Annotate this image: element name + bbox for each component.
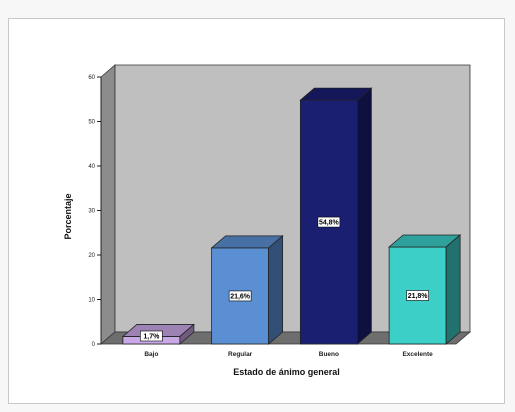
data-label: 54,8% [319, 220, 340, 227]
chart-frame: 0 10 20 30 40 50 60 Bajo Regular Bueno Excelente 1… [8, 18, 505, 404]
bar-excelente [388, 234, 462, 345]
x-tick-label: Excelente [402, 351, 433, 358]
x-axis-title: Estado de ánimo general [233, 367, 340, 377]
y-tick-label: 30 [88, 209, 95, 215]
data-label-box [317, 216, 341, 228]
y-tick-label: 0 [92, 342, 96, 348]
data-label-box [228, 290, 252, 302]
bar-bueno [299, 87, 373, 345]
y-tick-label: 40 [88, 164, 95, 170]
y-tick-label: 20 [88, 253, 95, 259]
bar-regular [210, 235, 284, 345]
data-label-box [406, 290, 429, 301]
bar-side [179, 323, 195, 345]
data-label: 1,7% [143, 334, 160, 341]
x-tick-label: Bajo [144, 351, 158, 358]
bar-chart: 0 10 20 30 40 50 60 Bajo Regular Bueno Excelente 1… [63, 64, 472, 377]
bar-side [356, 87, 372, 345]
x-tick-label: Regular [228, 351, 253, 358]
bar-side [445, 234, 461, 345]
x-tick-label: Bueno [319, 351, 339, 358]
bar-side [268, 235, 284, 345]
data-label: 21,8% [408, 293, 429, 300]
data-label-box [140, 330, 163, 342]
y-axis-title: Porcentaje [63, 193, 73, 239]
y-tick-label: 60 [88, 75, 95, 81]
side-wall [100, 64, 116, 345]
data-label: 21,6% [230, 293, 251, 300]
y-tick-label: 10 [88, 298, 95, 304]
y-tick-label: 50 [88, 120, 95, 126]
